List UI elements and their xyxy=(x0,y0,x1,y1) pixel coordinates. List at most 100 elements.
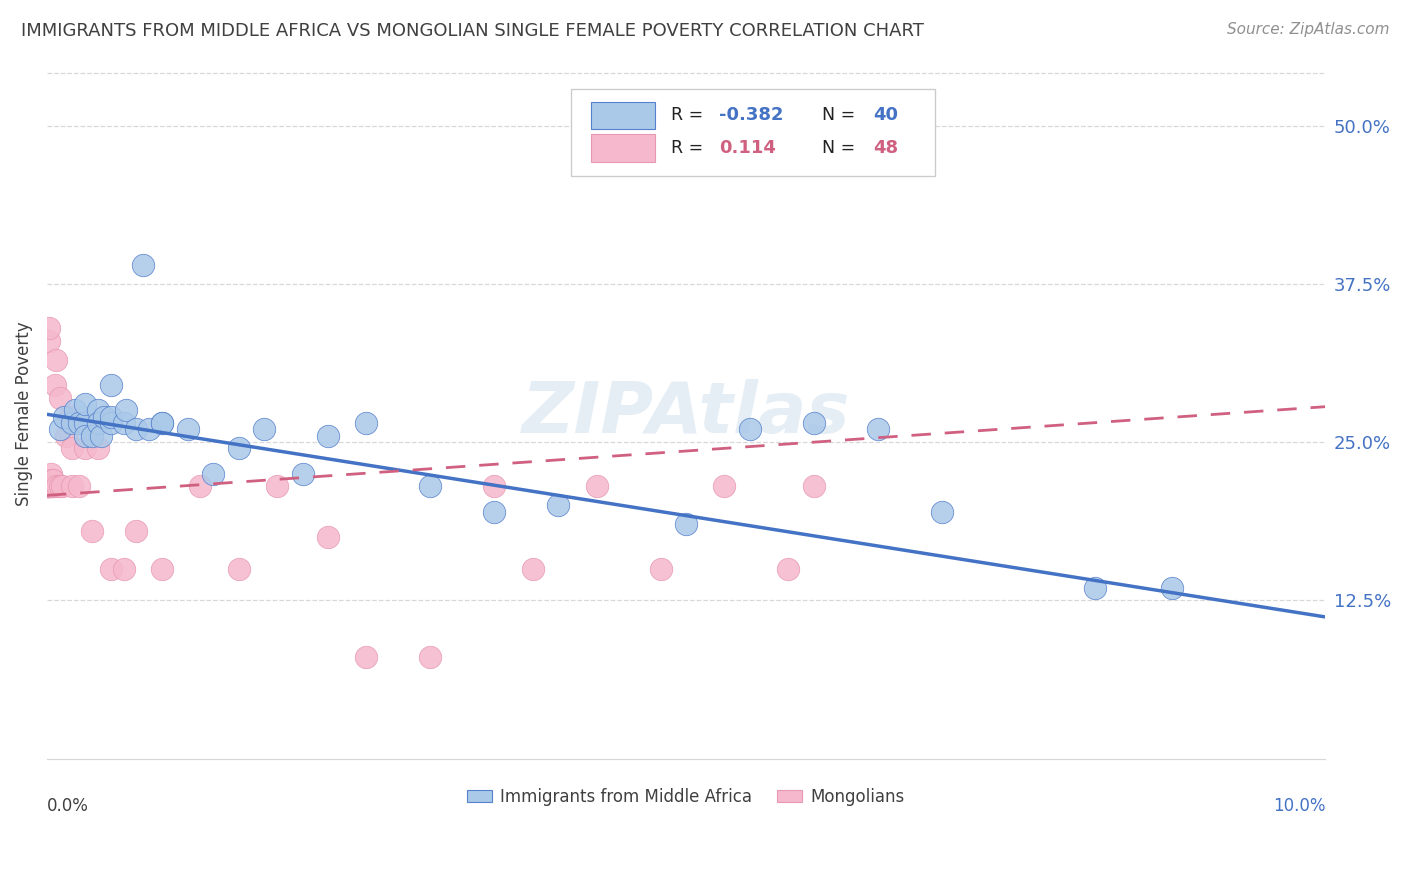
Point xyxy=(100,416,122,430)
Point xyxy=(778,562,800,576)
Point xyxy=(75,429,97,443)
FancyBboxPatch shape xyxy=(592,134,655,161)
Point xyxy=(228,442,250,456)
Point xyxy=(675,517,697,532)
Text: 10.0%: 10.0% xyxy=(1272,797,1326,814)
Point xyxy=(62,416,84,430)
Point xyxy=(112,416,135,430)
Point xyxy=(484,505,506,519)
Point xyxy=(38,321,60,335)
Point xyxy=(419,479,441,493)
Point xyxy=(150,416,173,430)
Y-axis label: Single Female Poverty: Single Female Poverty xyxy=(15,321,32,506)
Point xyxy=(55,429,77,443)
Point xyxy=(38,479,60,493)
Point xyxy=(37,479,59,493)
Text: IMMIGRANTS FROM MIDDLE AFRICA VS MONGOLIAN SINGLE FEMALE POVERTY CORRELATION CHA: IMMIGRANTS FROM MIDDLE AFRICA VS MONGOLI… xyxy=(21,22,924,40)
Point xyxy=(87,403,110,417)
Legend: Immigrants from Middle Africa, Mongolians: Immigrants from Middle Africa, Mongolian… xyxy=(461,781,911,813)
Point xyxy=(87,416,110,430)
Text: 48: 48 xyxy=(873,139,898,157)
Point xyxy=(93,409,115,424)
Point xyxy=(37,479,59,493)
Point xyxy=(37,479,59,493)
Point xyxy=(39,479,62,493)
Text: ZIPAtlas: ZIPAtlas xyxy=(522,379,851,448)
Point xyxy=(138,422,160,436)
Text: N =: N = xyxy=(821,106,860,125)
Text: 40: 40 xyxy=(873,106,898,125)
Point xyxy=(67,416,90,430)
Point xyxy=(202,467,225,481)
Point xyxy=(484,479,506,493)
Point xyxy=(803,416,825,430)
Point xyxy=(48,479,70,493)
Point xyxy=(100,409,122,424)
Point xyxy=(62,479,84,493)
Point xyxy=(713,479,735,493)
Point xyxy=(547,499,569,513)
Point xyxy=(42,479,65,493)
Point xyxy=(75,397,97,411)
Text: Source: ZipAtlas.com: Source: ZipAtlas.com xyxy=(1226,22,1389,37)
FancyBboxPatch shape xyxy=(571,89,935,176)
Point xyxy=(52,409,75,424)
Point xyxy=(63,403,86,417)
Text: N =: N = xyxy=(821,139,860,157)
Point xyxy=(356,650,378,665)
Point xyxy=(522,562,544,576)
Point xyxy=(316,429,339,443)
Point xyxy=(585,479,607,493)
Point xyxy=(41,473,63,487)
Point xyxy=(87,442,110,456)
FancyBboxPatch shape xyxy=(592,102,655,129)
Point xyxy=(253,422,276,436)
Point xyxy=(38,334,60,348)
Point xyxy=(115,403,138,417)
Point xyxy=(132,258,155,272)
Point xyxy=(80,429,103,443)
Point xyxy=(803,479,825,493)
Point xyxy=(75,442,97,456)
Point xyxy=(316,530,339,544)
Point xyxy=(37,479,59,493)
Point xyxy=(37,479,59,493)
Point xyxy=(291,467,314,481)
Point xyxy=(42,473,65,487)
Point xyxy=(150,416,173,430)
Point xyxy=(39,479,62,493)
Point xyxy=(67,479,90,493)
Point xyxy=(188,479,211,493)
Point xyxy=(59,409,82,424)
Point xyxy=(100,562,122,576)
Point xyxy=(125,524,148,538)
Point xyxy=(176,422,198,436)
Point xyxy=(75,416,97,430)
Point xyxy=(866,422,889,436)
Point xyxy=(62,442,84,456)
Point xyxy=(45,352,67,367)
Point xyxy=(1160,581,1182,595)
Point xyxy=(228,562,250,576)
Point xyxy=(90,429,112,443)
Point xyxy=(46,479,69,493)
Point xyxy=(738,422,761,436)
Point xyxy=(419,650,441,665)
Point xyxy=(125,422,148,436)
Point xyxy=(266,479,288,493)
Point xyxy=(112,562,135,576)
Text: R =: R = xyxy=(671,139,709,157)
Text: R =: R = xyxy=(671,106,709,125)
Point xyxy=(356,416,378,430)
Point xyxy=(100,378,122,392)
Point xyxy=(51,479,73,493)
Point xyxy=(39,467,62,481)
Point xyxy=(1084,581,1107,595)
Point xyxy=(48,422,70,436)
Point xyxy=(931,505,953,519)
Point xyxy=(37,479,59,493)
Text: -0.382: -0.382 xyxy=(720,106,783,125)
Text: 0.0%: 0.0% xyxy=(46,797,89,814)
Point xyxy=(41,479,63,493)
Point xyxy=(44,378,66,392)
